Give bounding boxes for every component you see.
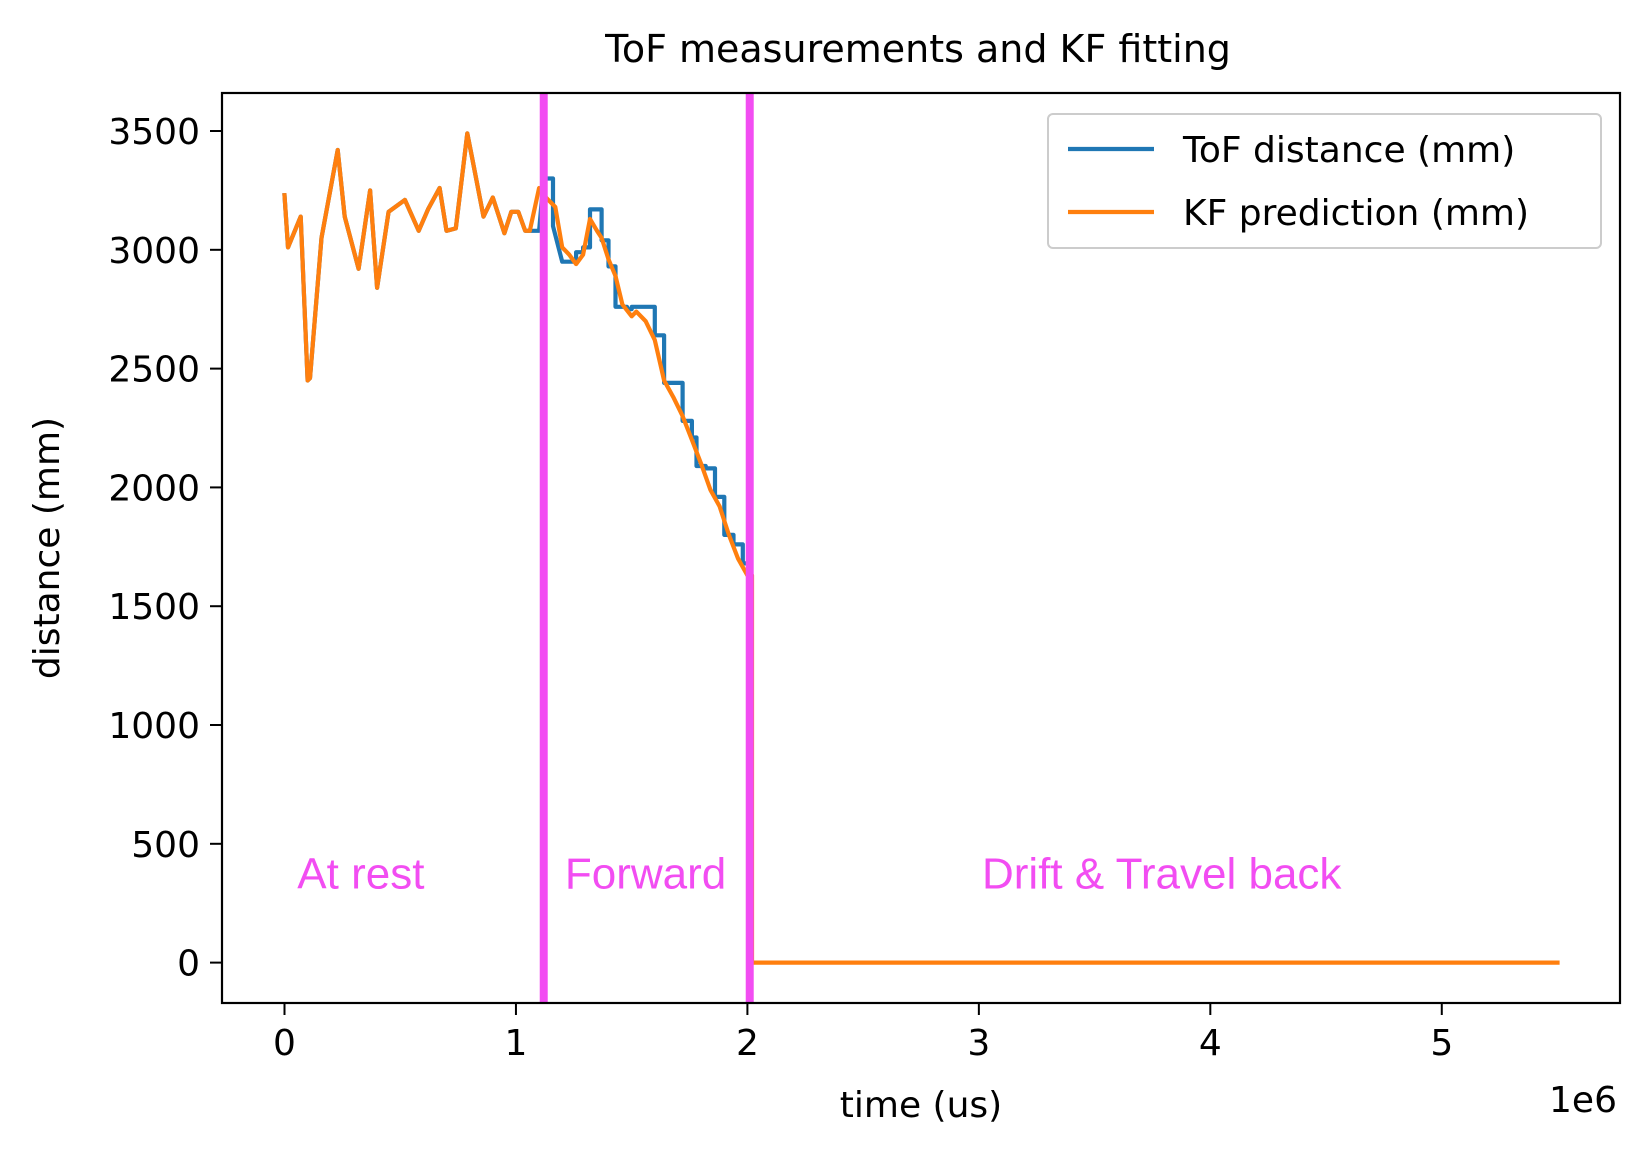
x-tick-label-1: 1	[504, 1023, 527, 1064]
x-tick-label-0: 0	[273, 1023, 296, 1064]
region-annotations: At rest Forward Drift & Travel back	[297, 850, 1342, 899]
y-tick-label-5: 2500	[108, 350, 200, 391]
region-annotation-3: Drift & Travel back	[982, 850, 1342, 899]
y-tick-label-0: 0	[177, 944, 200, 985]
legend: ToF distance (mm) KF prediction (mm)	[1047, 113, 1602, 249]
chart-title: ToF measurements and KF fitting	[604, 27, 1231, 71]
plot-area: At rest Forward Drift & Travel back	[220, 91, 1622, 1005]
x-axis-label: time (us)	[840, 1085, 1002, 1126]
legend-box	[1047, 113, 1602, 249]
region-annotation-1: At rest	[297, 850, 424, 899]
y-tick-label-3: 1500	[108, 587, 200, 628]
legend-label-2: KF prediction (mm)	[1183, 193, 1529, 234]
y-axis-label: distance (mm)	[27, 417, 68, 679]
y-tick-label-6: 3000	[108, 231, 200, 272]
legend-label-1: ToF distance (mm)	[1182, 130, 1515, 171]
x-axis-offset-label: 1e6	[1549, 1080, 1617, 1121]
x-tick-label-4: 4	[1199, 1023, 1222, 1064]
plot-frame	[220, 91, 1622, 1005]
y-tick-label-2: 1000	[108, 706, 200, 747]
x-tick-label-2: 2	[736, 1023, 759, 1064]
x-tick-label-5: 5	[1430, 1023, 1453, 1064]
x-tick-label-3: 3	[967, 1023, 990, 1064]
y-tick-label-7: 3500	[108, 112, 200, 153]
x-axis: 0 1 2 3 4 5	[273, 1003, 1453, 1064]
region-annotation-2: Forward	[565, 850, 726, 899]
region-dividers	[539, 93, 754, 1003]
y-tick-label-4: 2000	[108, 468, 200, 509]
y-tick-label-1: 500	[131, 825, 200, 866]
y-axis: 0 500 1000 1500 2000 2500 3000 3500	[108, 112, 222, 985]
